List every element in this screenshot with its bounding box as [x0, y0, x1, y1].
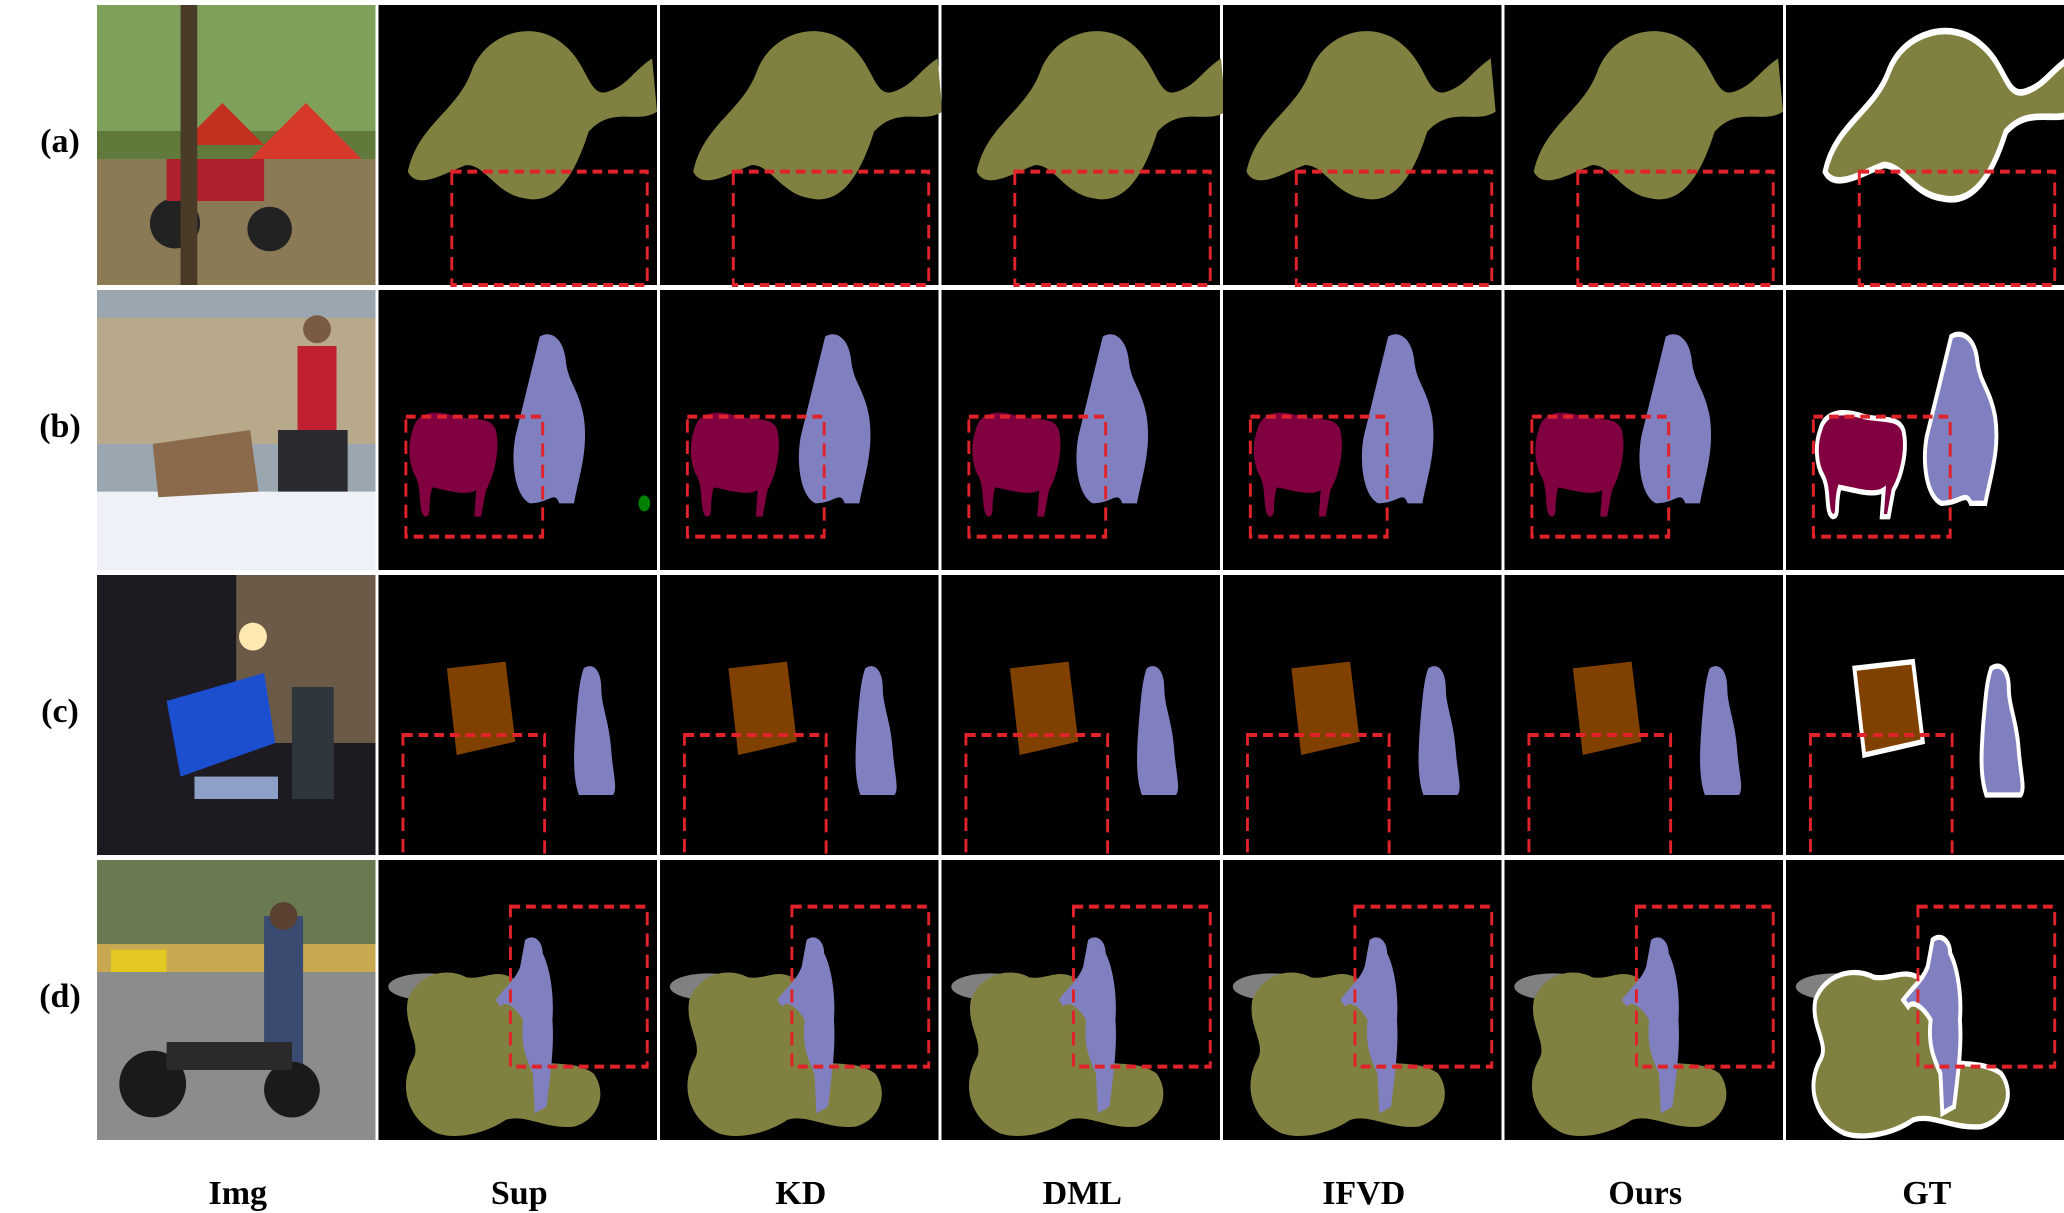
cell-c-ifvd: [1223, 575, 1502, 891]
highlight-box: [1245, 733, 1391, 891]
row-label: (c): [41, 693, 79, 730]
cell-d-kd: [660, 860, 939, 1140]
highlight-box: [731, 169, 931, 288]
cell-b-kd: [660, 290, 939, 570]
highlight-box: [964, 733, 1110, 891]
column-label: IFVD: [1322, 1175, 1406, 1212]
highlight-box: [1530, 414, 1671, 539]
column-label: Ours: [1608, 1175, 1683, 1212]
cell-d-sup: [378, 860, 657, 1140]
highlight-box: [1916, 904, 2057, 1069]
cell-b-img: [97, 290, 376, 570]
highlight-box: [1353, 904, 1494, 1069]
column-label: Img: [208, 1175, 268, 1212]
cell-d-img: [97, 860, 376, 1140]
highlight-box: [1808, 733, 1954, 891]
highlight-box: [1248, 414, 1389, 539]
cell-d-ours: [1504, 860, 1783, 1140]
cell-b-ours: [1504, 290, 1783, 570]
highlight-box: [1576, 169, 1775, 288]
highlight-box: [404, 414, 545, 539]
highlight-box: [450, 169, 649, 288]
highlight-box: [1013, 169, 1212, 288]
highlight-box: [790, 904, 931, 1069]
cell-a-ours: [1504, 5, 1783, 288]
cell-d-gt: [1786, 860, 2064, 1140]
tvmonitor-mask: [728, 661, 797, 755]
cell-d-dml: [941, 860, 1220, 1140]
cell-a-gt: [1786, 5, 2064, 288]
column-label: KD: [775, 1175, 827, 1212]
highlight-box: [1294, 169, 1494, 288]
highlight-box: [508, 904, 649, 1069]
cell-a-img: [97, 5, 376, 285]
highlight-box: [401, 733, 547, 891]
cell-c-kd: [660, 575, 939, 938]
cell-a-dml: [941, 5, 1226, 288]
highlight-box: [1634, 904, 1775, 1069]
column-label: GT: [1902, 1175, 1952, 1212]
cell-a-kd: [660, 5, 943, 288]
column-label: DML: [1042, 1175, 1122, 1212]
highlight-box: [682, 733, 828, 891]
tvmonitor-mask: [1009, 661, 1079, 755]
tvmonitor-mask: [1291, 661, 1360, 755]
tvmonitor-mask: [446, 661, 516, 755]
highlight-box: [967, 414, 1108, 539]
cell-b-sup: [378, 290, 657, 570]
row-label: (b): [39, 408, 81, 445]
cell-b-dml: [941, 290, 1220, 570]
tvmonitor-mask: [1572, 661, 1642, 755]
highlight-box: [1857, 169, 2057, 288]
row-label: (a): [40, 123, 80, 160]
cell-a-sup: [378, 5, 657, 288]
cell-c-sup: [378, 575, 657, 891]
cell-a-ifvd: [1223, 5, 1502, 288]
cell-c-img: [97, 575, 376, 855]
highlight-box: [1527, 733, 1673, 891]
highlight-box: [1071, 904, 1212, 1069]
highlight-box: [1811, 414, 1952, 539]
row-label: (d): [39, 978, 81, 1015]
column-label: Sup: [490, 1175, 548, 1212]
cell-c-gt: [1786, 575, 2064, 938]
plant-mask: [638, 495, 651, 512]
cell-b-ifvd: [1223, 290, 1502, 570]
cell-b-gt: [1786, 290, 2064, 570]
cell-d-ifvd: [1223, 860, 1502, 1140]
highlight-box: [685, 414, 826, 539]
cell-c-dml: [941, 575, 1220, 938]
tvmonitor-mask: [1854, 662, 1922, 755]
